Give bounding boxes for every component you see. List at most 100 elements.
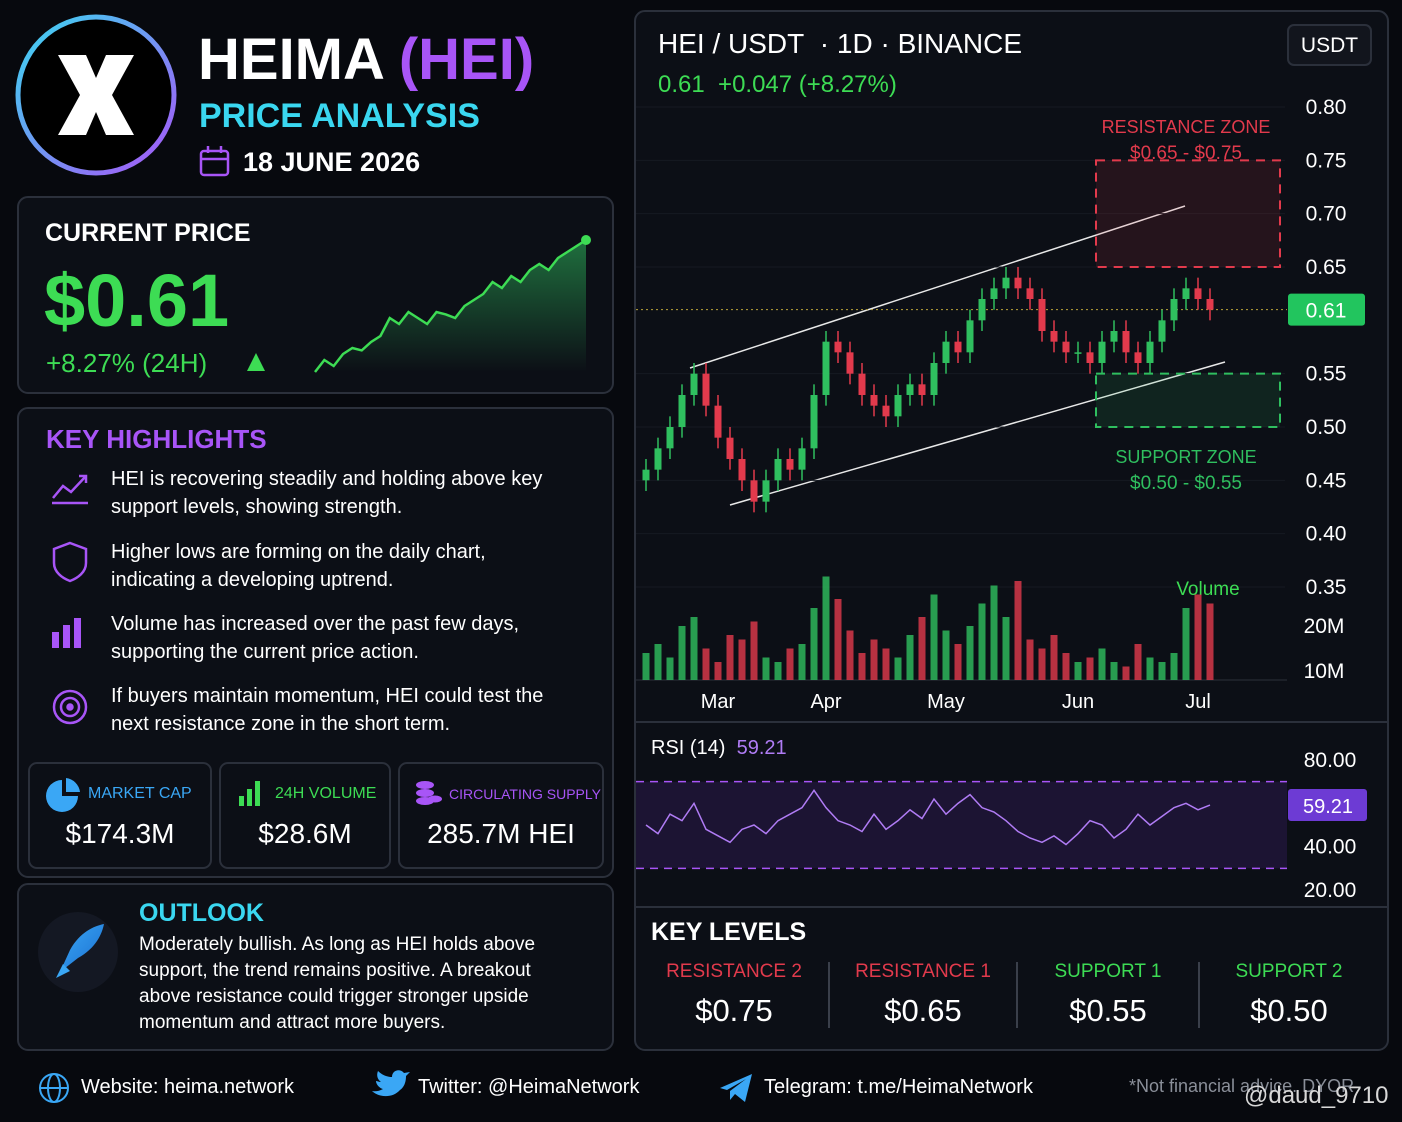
bars-icon: [52, 618, 81, 648]
candle-body: [858, 373, 866, 395]
volume-bar: [1062, 653, 1070, 680]
rsi-band: [636, 781, 1287, 869]
zone-range: $0.65 - $0.75: [1130, 143, 1242, 164]
zone-label: RESISTANCE ZONE: [1102, 117, 1271, 137]
y-tick-label: 10M: [1304, 660, 1345, 683]
volume-bar: [810, 608, 818, 680]
zone-label: SUPPORT ZONE: [1115, 447, 1256, 467]
pie-icon: [46, 780, 78, 812]
watermark: @daud_9710: [1244, 1082, 1389, 1109]
rsi-line: [645, 789, 1211, 846]
twitter[interactable]: Twitter: @HeimaNetwork: [418, 1076, 640, 1098]
volume-title: Volume: [1176, 579, 1239, 600]
stat-value: $28.6M: [258, 818, 352, 849]
candle-body: [1086, 352, 1094, 363]
candle-body: [654, 448, 662, 470]
stat-label: 24H VOLUME: [275, 785, 377, 802]
volume-bar: [822, 576, 830, 680]
volume-bar: [1086, 657, 1094, 680]
candle-body: [1002, 277, 1010, 289]
y-tick-label: 0.40: [1306, 523, 1347, 546]
candle-body: [1110, 331, 1118, 342]
candle-body: [786, 459, 794, 470]
level-label: SUPPORT 1: [1054, 961, 1162, 982]
candle-body: [978, 299, 986, 321]
y-tick-label: 20.00: [1304, 879, 1357, 902]
volume-bar: [942, 630, 950, 680]
rsi-value: 59.21: [736, 737, 787, 759]
candle-body: [762, 480, 770, 502]
y-tick-label: 0.50: [1306, 416, 1347, 439]
candle-body: [1050, 331, 1058, 342]
y-tick-label: 0.45: [1306, 469, 1347, 492]
x-tick-label: May: [927, 691, 965, 713]
volume-bar: [1146, 657, 1154, 680]
volume-bar: [642, 653, 650, 680]
calendar-icon: [199, 146, 230, 177]
highlight: If buyers maintain momentum, HEI could t…: [111, 685, 544, 735]
stat-label: MARKET CAP: [88, 785, 192, 802]
volume-bar: [666, 657, 674, 680]
y-tick-label: 0.80: [1306, 96, 1347, 119]
y-tick-label: 40.00: [1304, 836, 1357, 859]
telegram-icon: [720, 1074, 752, 1102]
volume-bar: [714, 662, 722, 680]
level-value: $0.50: [1250, 993, 1328, 1028]
level-value: $0.65: [884, 993, 962, 1028]
candle-body: [642, 469, 650, 481]
candle-body: [918, 384, 926, 395]
key-levels-title: KEY LEVELS: [651, 918, 807, 946]
website[interactable]: Website: heima.network: [81, 1076, 295, 1098]
volume-bar: [762, 657, 770, 680]
price-change: +8.27% (24H): [46, 348, 208, 378]
panels: [17, 10, 1389, 1051]
rocket-flame: [56, 964, 70, 978]
volume-bar: [1110, 662, 1118, 680]
date: 18 JUNE 2026: [243, 147, 421, 177]
telegram[interactable]: Telegram: t.me/HeimaNetwork: [764, 1076, 1033, 1098]
candle-body: [690, 373, 698, 395]
sparkline: [314, 238, 587, 373]
current-price-label: 0.61: [1306, 300, 1347, 323]
candle-body: [798, 448, 806, 470]
zone: [1095, 372, 1281, 428]
y-tick-label: 0.35: [1306, 576, 1347, 599]
candle-body: [1062, 341, 1070, 353]
current-price-tag: [1288, 293, 1365, 326]
highlight: Higher lows are forming on the daily cha…: [111, 541, 486, 591]
candle-body: [738, 459, 746, 481]
candle-body: [1158, 320, 1166, 342]
y-tick-label: 0.65: [1306, 256, 1347, 279]
candle-body: [810, 395, 818, 449]
candle-body: [1014, 277, 1022, 289]
volume-bar: [978, 603, 986, 680]
candle-body: [774, 459, 782, 481]
pie-icon: [66, 778, 80, 792]
title: HEIMA (HEI): [198, 26, 534, 93]
volume-bar: [846, 630, 854, 680]
volume-bar: [1206, 603, 1214, 680]
volume-bar: [894, 657, 902, 680]
candle-body: [870, 395, 878, 406]
volume-bar: [690, 617, 698, 680]
stat-label: CIRCULATING SUPPLY: [449, 786, 601, 802]
volume-icon: [239, 781, 260, 806]
sparkline-area: [315, 240, 586, 372]
volume-bar: [990, 585, 998, 680]
outlook-text: Moderately bullish. As long as HEI holds…: [139, 934, 536, 1033]
candle-body: [678, 395, 686, 427]
highlight: HEI is recovering steadily and holding a…: [111, 468, 543, 518]
sparkline-end: [581, 235, 591, 245]
subtitle: PRICE ANALYSIS: [199, 97, 480, 135]
candle-body: [1146, 341, 1154, 363]
level-value: $0.55: [1069, 993, 1147, 1028]
pair-line: HEI / USDT · 1D · BINANCE: [658, 28, 1022, 60]
currency-button[interactable]: USDT: [1300, 34, 1359, 57]
x-tick-label: Jul: [1185, 691, 1211, 713]
candle-body: [1134, 352, 1142, 363]
volume-bar: [1158, 662, 1166, 680]
channel-line: [689, 205, 1186, 369]
volume-bar: [930, 594, 938, 680]
